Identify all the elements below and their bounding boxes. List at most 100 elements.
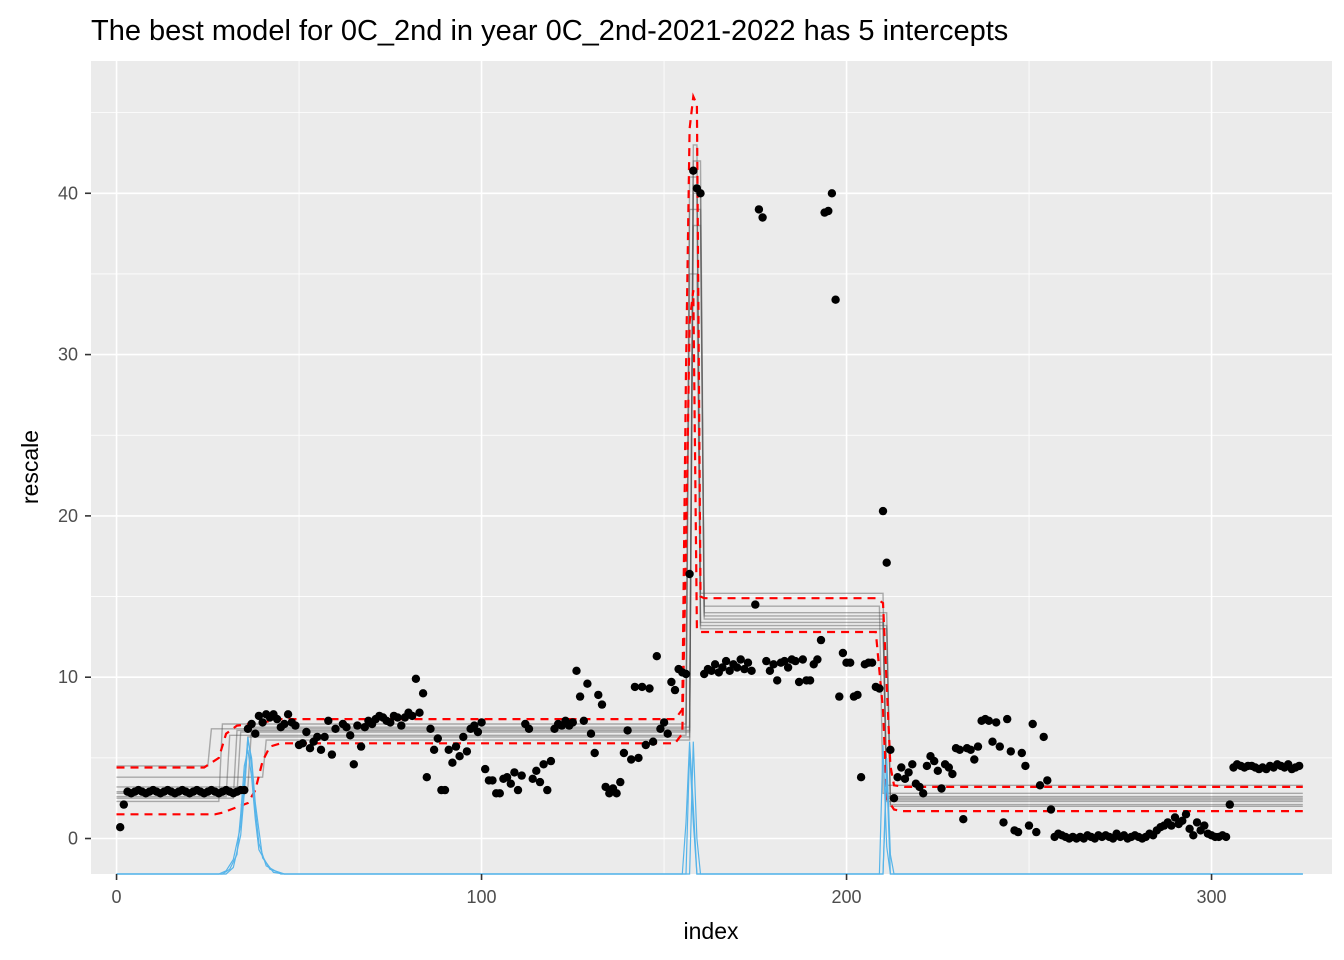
data-point [798,655,807,664]
data-point [1032,827,1041,837]
data-point [455,752,464,761]
data-point [251,729,260,738]
data-point [984,716,994,725]
data-point [663,729,672,738]
data-point [1003,714,1012,724]
x-tick-label: 300 [1197,887,1227,907]
data-point [1167,821,1176,830]
y-axis-title: rescale [17,430,43,504]
data-point [353,721,362,730]
data-point [1006,747,1015,756]
data-point [597,700,607,709]
data-point [915,782,924,792]
data-point [846,658,855,667]
data-point [908,760,917,769]
data-point [1170,813,1180,822]
data-point [1189,831,1198,840]
data-point [612,789,621,798]
data-point [524,724,534,733]
data-point [1185,824,1194,833]
x-tick-label: 200 [832,887,862,907]
data-point [324,716,333,725]
data-point [783,663,793,672]
data-point [853,690,862,700]
data-point [510,768,519,777]
data-point [1295,761,1304,771]
data-point [794,677,804,687]
data-point [444,745,453,754]
data-point [119,800,128,809]
data-point [762,656,771,666]
data-point [930,756,939,766]
data-point [627,755,636,764]
data-point [429,745,439,754]
data-point [616,777,625,787]
data-point [831,295,840,304]
data-point [758,213,767,222]
data-point [922,761,932,771]
data-point [641,740,650,750]
data-point [765,666,775,675]
data-point [349,760,358,769]
data-point [652,652,661,661]
data-point [878,506,888,516]
data-point [780,656,789,666]
interval-lower-line [116,289,1303,816]
data-point [488,776,497,785]
y-tick-label: 40 [58,183,78,203]
data-point [856,773,866,782]
data-point [513,785,523,795]
data-point [305,744,315,753]
data-point [824,206,833,216]
data-point [1021,761,1030,771]
data-point [623,726,632,735]
data-point [659,718,669,727]
data-point [433,734,442,743]
data-point [747,666,756,675]
data-point [893,773,902,782]
data-point [586,729,596,738]
data-point [440,785,450,795]
data-point [886,745,895,754]
data-point [897,763,906,772]
data-point [1221,832,1231,842]
data-point [543,785,552,795]
data-point [528,774,537,783]
x-axis-title: index [684,918,739,944]
data-point [882,558,891,567]
data-point [470,721,479,730]
model-line [116,176,1303,803]
data-point [645,684,654,693]
y-tick-label: 20 [58,506,78,526]
data-point [411,674,421,683]
data-point [696,189,705,198]
data-point [546,756,556,766]
data-point [1178,816,1187,825]
data-point [1200,821,1209,830]
data-point [773,676,782,685]
data-point [875,684,884,693]
plot-panel [91,61,1332,874]
data-point [805,676,815,685]
data-point [710,660,720,669]
model-line [116,144,1303,786]
minor-gridlines [91,61,1332,874]
data-point [988,737,997,746]
data-point [827,189,837,198]
data-point [1225,800,1235,809]
data-point [944,763,953,772]
data-point [707,666,716,675]
data-point [116,823,125,832]
data-point [462,747,472,756]
data-point [532,766,541,775]
data-point [590,748,599,758]
data-point [1181,810,1191,819]
data-point [1046,805,1056,814]
data-point [743,658,753,667]
data-point [740,664,749,674]
data-point [725,666,734,675]
data-point [648,737,658,746]
data-point [254,711,264,721]
data-point [448,758,457,767]
